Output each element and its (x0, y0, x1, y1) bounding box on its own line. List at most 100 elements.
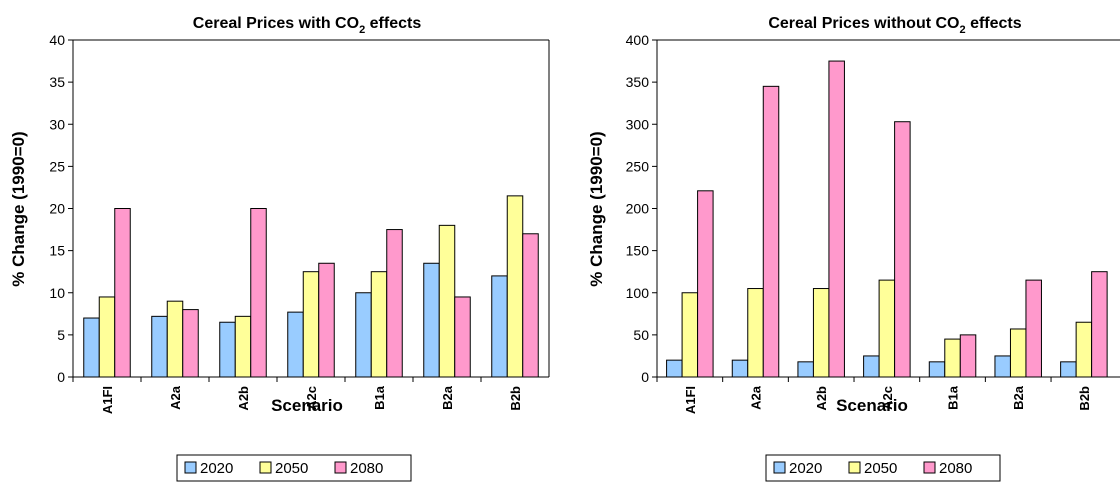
bar-A2c-2020 (287, 311, 304, 378)
chart-right-legend: 2020 2050 2080 (765, 454, 1001, 482)
bar-A2a-2050 (166, 300, 184, 378)
y-tick-label: 50 (633, 327, 649, 343)
bar-B2a-2050 (1009, 328, 1027, 378)
bar-A2b-2050 (812, 288, 830, 378)
legend-swatch-2050 (259, 461, 272, 474)
chart-right-ylabel: % Change (1990=0) (587, 131, 606, 286)
bar-A2b-2050 (234, 315, 252, 378)
legend-label-2080: 2080 (350, 460, 383, 477)
legend-label-2050: 2050 (864, 460, 897, 477)
legend-swatch-2080 (334, 461, 347, 474)
bar-A2a-2020 (151, 315, 168, 378)
chart-right: Cereal Prices without CO2 effects % Chan… (587, 15, 1120, 482)
bar-A2c-2080 (894, 121, 911, 378)
legend-swatch-2050 (848, 461, 861, 474)
legend-box (176, 454, 412, 482)
legend-swatch-2020 (184, 461, 197, 474)
bar-A1FI-2080 (697, 190, 714, 378)
legend-swatch-2080 (923, 461, 936, 474)
bar-B1a-2050 (370, 271, 388, 378)
x-category-label: B2a (440, 385, 455, 410)
legend-label-2050: 2050 (275, 460, 308, 477)
y-tick-label: 25 (49, 158, 65, 174)
bar-A2c-2050 (302, 271, 320, 378)
y-tick-label: 0 (641, 369, 649, 385)
chart-left-title: Cereal Prices with CO2 effects (193, 15, 422, 36)
x-category-label: B2b (508, 386, 523, 411)
bar-A1FI-2020 (666, 359, 683, 378)
y-tick-label: 250 (626, 158, 650, 174)
y-tick-label: 200 (626, 201, 650, 217)
y-tick-label: 100 (626, 285, 650, 301)
x-category-label: B1a (946, 385, 961, 410)
y-tick-label: 150 (626, 243, 650, 259)
chart-right-plot: 0 50 100 150 200 250 300 350 400 A1FI A2a A2b A2c B1a… (626, 32, 1120, 414)
bar-A2b-2080 (250, 208, 267, 378)
bar-B2b-2080 (522, 233, 539, 378)
bar-B2b-2020 (1060, 361, 1077, 378)
bar-B2a-2080 (454, 296, 471, 378)
bar-B2a-2080 (1025, 279, 1042, 378)
bar-B2a-2020 (994, 355, 1011, 378)
x-category-label: A2c (880, 386, 895, 410)
chart-left-legend: 2020 2050 2080 (176, 454, 412, 482)
x-category-label: B2b (1077, 386, 1092, 411)
bar-B1a-2020 (928, 361, 946, 378)
chart-left-ylabel: % Change (1990=0) (9, 131, 28, 286)
bar-A2c-2050 (878, 279, 896, 378)
chart-left-plot: 0 5 10 15 20 25 30 35 40 A1FI A2a A2b A2c B1a B2a B2b (49, 32, 550, 414)
y-tick-label: 0 (57, 369, 65, 385)
bar-A2c-2020 (863, 355, 880, 378)
bar-A1FI-2020 (83, 317, 100, 378)
y-tick-label: 5 (57, 327, 65, 343)
bar-A2c-2080 (318, 262, 335, 378)
bar-B1a-2080 (959, 334, 977, 378)
bar-A2a-2020 (731, 359, 749, 378)
chart-left: Cereal Prices with CO2 effects % Change … (9, 15, 550, 482)
chart-right-xlabel: Scenario (836, 396, 908, 415)
x-category-label: B2a (1011, 385, 1026, 410)
y-tick-label: 30 (49, 116, 65, 132)
chart-left-xlabel: Scenario (271, 396, 343, 415)
bar-B2a-2020 (423, 262, 440, 378)
bar-A2a-2080 (182, 309, 199, 378)
y-tick-label: 20 (49, 201, 65, 217)
legend-box (765, 454, 1001, 482)
bar-A2b-2080 (828, 60, 845, 378)
bar-B2b-2050 (506, 195, 524, 378)
legend-label-2080: 2080 (939, 460, 972, 477)
legend-label-2020: 2020 (789, 460, 822, 477)
bar-B2b-2050 (1075, 321, 1093, 378)
bar-A1FI-2080 (114, 208, 131, 378)
bar-B1a-2080 (386, 229, 403, 378)
legend-swatch-2020 (773, 461, 786, 474)
bar-A1FI-2050 (681, 292, 699, 378)
y-tick-label: 350 (626, 74, 650, 90)
x-category-label: A2a (749, 385, 764, 410)
y-tick-label: 15 (49, 243, 65, 259)
x-category-label: A2a (168, 385, 183, 410)
bar-A2a-2080 (762, 85, 780, 378)
bar-A2b-2020 (219, 321, 236, 378)
bar-B2b-2020 (491, 275, 508, 378)
y-tick-label: 300 (626, 116, 650, 132)
bar-A2a-2050 (747, 288, 764, 378)
bar-B2a-2050 (438, 224, 456, 378)
bar-A1FI-2050 (98, 296, 116, 378)
x-category-label: B1a (372, 385, 387, 410)
y-tick-label: 40 (49, 32, 65, 48)
chart-right-title: Cereal Prices without CO2 effects (768, 15, 1021, 36)
y-tick-label: 10 (49, 285, 65, 301)
x-category-label: A2c (304, 386, 319, 410)
y-tick-label: 35 (49, 74, 65, 90)
x-category-label: A2b (236, 386, 251, 411)
x-category-label: A1FI (683, 386, 698, 414)
bar-B1a-2050 (944, 338, 961, 378)
bar-A2b-2020 (797, 361, 814, 378)
bar-B2b-2080 (1091, 271, 1108, 378)
bar-B1a-2020 (355, 292, 372, 378)
y-tick-label: 400 (626, 32, 650, 48)
x-category-label: A1FI (100, 386, 115, 414)
legend-label-2020: 2020 (200, 460, 233, 477)
